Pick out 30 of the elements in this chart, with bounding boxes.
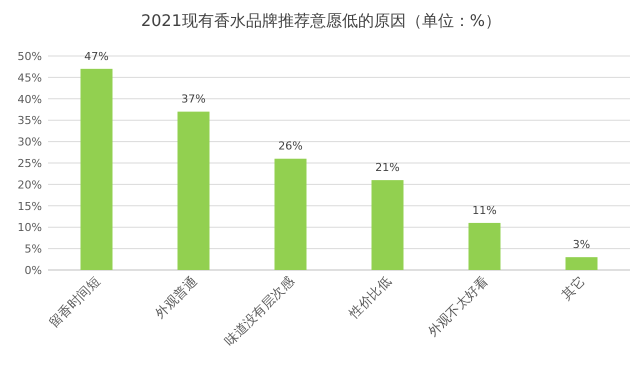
bar (274, 158, 307, 270)
data-label: 21% (375, 161, 400, 174)
y-tick-label: 40% (18, 92, 42, 106)
data-label: 3% (572, 238, 590, 252)
y-tick-label: 50% (18, 50, 42, 63)
data-label: 11% (472, 204, 497, 217)
y-tick-label: 10% (18, 221, 42, 234)
data-label: 37% (181, 92, 206, 106)
x-tick-label: 性价比低 (346, 274, 394, 322)
bar (80, 68, 113, 270)
x-tick-label: 其它 (558, 274, 588, 304)
data-label: 47% (84, 50, 109, 63)
y-tick-label: 15% (18, 200, 42, 213)
chart-title: 2021现有香水品牌推荐意愿低的原因（单位：%） (141, 11, 501, 30)
x-tick-label: 味道没有层次感 (222, 274, 298, 350)
y-tick-label: 5% (24, 242, 42, 256)
x-tick-label: 外观不太好看 (426, 274, 492, 340)
data-label: 26% (278, 140, 303, 153)
y-tick-label: 35% (18, 114, 42, 128)
x-tick-label: 留香时间短 (46, 274, 104, 331)
bar (177, 112, 210, 270)
y-tick-label: 30% (18, 136, 42, 149)
bar (468, 222, 501, 270)
y-tick-label: 0% (24, 264, 42, 277)
y-tick-label: 45% (18, 71, 42, 84)
x-tick-label: 外观普通 (152, 274, 200, 322)
y-tick-label: 20% (18, 178, 42, 192)
y-tick-label: 25% (18, 157, 42, 170)
bar (371, 180, 404, 270)
bar (565, 257, 598, 270)
